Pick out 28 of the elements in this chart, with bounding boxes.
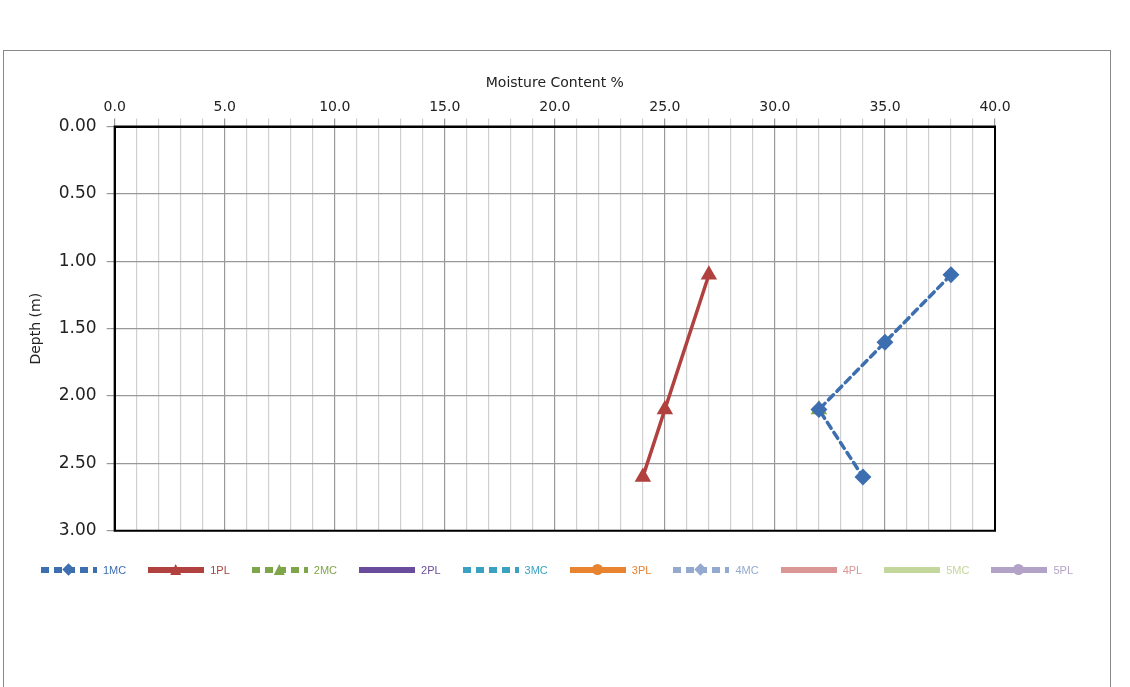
x-tick-label: 15.0: [429, 97, 461, 114]
legend-label: 5PL: [1053, 564, 1074, 576]
legend-label: 3MC: [524, 564, 548, 576]
text: 1PL: [210, 564, 230, 576]
y-tick-label: 2.00: [58, 384, 97, 405]
legend-label: 3PL: [631, 564, 652, 576]
x-tick-label: 10.0: [319, 97, 351, 114]
y-tick-label: 2.50: [58, 451, 97, 472]
x-tick-label: 0.0: [103, 97, 126, 114]
x-axis-title: Moisture Content %: [485, 74, 624, 91]
legend-label: 2PL: [421, 564, 441, 576]
legend-label: 4PL: [842, 564, 863, 576]
x-tick-label: 30.0: [759, 97, 791, 114]
x-tick-label: 40.0: [979, 97, 1011, 114]
y-tick-label: 3.00: [58, 519, 97, 540]
x-tick-label: 35.0: [869, 97, 901, 114]
x-tick-label: 25.0: [649, 97, 681, 114]
text: 1MC: [102, 564, 127, 576]
x-tick-label: 20.0: [539, 97, 571, 114]
y-tick-label: 0.50: [58, 182, 97, 203]
y-tick-label: 1.00: [58, 249, 97, 270]
y-tick-label: 1.50: [58, 317, 97, 338]
text: 2MC: [313, 564, 338, 576]
legend-label: 4MC: [735, 564, 759, 576]
y-tick-label: 0.00: [58, 115, 97, 136]
y-axis-title: Depth (m): [27, 292, 44, 365]
x-tick-label: 5.0: [213, 97, 236, 114]
legend-label: 5MC: [946, 564, 970, 576]
